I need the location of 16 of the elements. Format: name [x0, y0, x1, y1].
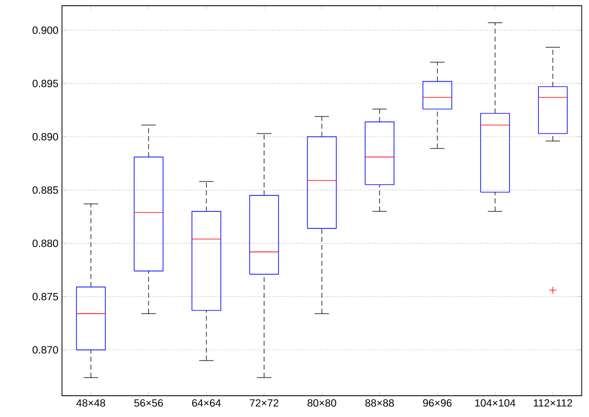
y-tick-label: 0.870: [32, 346, 58, 354]
y-tick-label: 0.900: [32, 26, 58, 34]
y-tick-label: 0.890: [32, 133, 58, 140]
x-tick-label: 88×88: [365, 399, 394, 407]
x-tick-label: 104×104: [475, 399, 516, 407]
y-tick-label: 0.895: [32, 80, 58, 88]
x-tick-label: 64×64: [192, 399, 221, 407]
x-tick-label: 112×112: [534, 399, 572, 407]
y-tick-label: 0.880: [32, 240, 58, 248]
x-tick-label: 96×96: [423, 399, 452, 407]
x-tick-label: 48×48: [76, 399, 106, 407]
x-tick-label: 56×56: [134, 399, 163, 407]
x-tick-label: 80×80: [308, 399, 336, 407]
y-tick-label: 0.875: [32, 292, 58, 300]
x-tick-label: 72×72: [250, 399, 278, 407]
y-tick-label: 0.885: [32, 186, 58, 194]
